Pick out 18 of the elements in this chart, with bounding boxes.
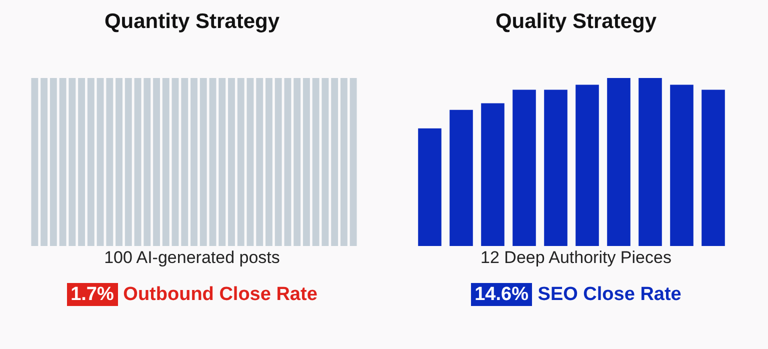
text: Outbound Close Rate: [123, 284, 318, 305]
chart-title: Quality Strategy: [494, 10, 658, 34]
text: 14.6%: [470, 283, 532, 306]
bar: [702, 90, 725, 246]
text: 1.7%: [66, 283, 118, 306]
chart-title: Quantity Strategy: [103, 10, 281, 34]
bar: [450, 110, 473, 246]
bar: [544, 90, 568, 246]
bar: [607, 78, 630, 246]
x-axis-title: 100 AI-generated posts: [103, 248, 281, 268]
bar: [638, 78, 662, 246]
text: SEO Close Rate: [538, 284, 682, 305]
bar: [512, 90, 536, 246]
bar: [670, 84, 694, 246]
bar: [576, 84, 599, 246]
bar: [418, 128, 442, 246]
bar: [481, 103, 504, 246]
x-axis-title: 12 Deep Authority Pieces: [480, 248, 672, 268]
